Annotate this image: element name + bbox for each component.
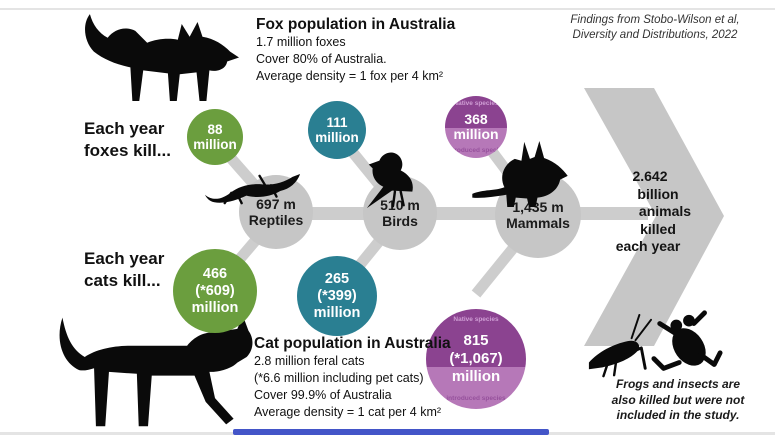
fox-info-line: 1.7 million foxes [256,35,346,49]
cat-info-line: Average density = 1 cat per 4 km² [254,405,442,419]
fox-icon [85,14,240,101]
fox-birds-circle: 111 million [308,101,366,159]
fox-birds-unit: million [315,130,359,145]
total-line: each year [615,238,681,254]
fox-reptiles-value: 88 [207,122,223,137]
bilby-icon [472,140,568,208]
introduced-species-label: introduced species [446,147,506,154]
footnote-line: included in the study. [616,408,740,422]
fox-kill-label: Each year foxes kill... [84,118,171,162]
video-progress-bar[interactable] [233,429,549,435]
cat-mammals-unit: million [451,368,501,385]
mammals-total-value: 1,435 m [512,199,564,215]
total-line: animals [638,203,692,219]
cat-icon [59,315,253,427]
fox-info-line: Average density = 1 fox per 4 km² [256,69,444,83]
native-species-label: Native species [453,316,499,323]
cat-info-line: 2.8 million feral cats [254,354,365,368]
total-arrow-shape [584,88,724,346]
birds-total-name: Birds [382,213,418,229]
grasshopper-icon [588,313,652,378]
cat-info-line: (*6.6 million including pet cats) [254,371,424,385]
cat-info-line: Cover 99.9% of Australia [254,388,392,402]
native-species-label: Native species [453,100,499,107]
mammals-total-name: Mammals [506,215,570,231]
total-line: killed [640,220,676,237]
birds-total-value: 510 m [380,197,420,213]
cat-reptiles-value: 466 [202,265,228,282]
fox-info-line: Cover 80% of Australia. [256,52,387,66]
cat-reptiles-alt: (*609) [195,282,235,299]
cat-kill-label-line2: cats kill... [84,271,161,290]
total-line: billion [637,185,679,202]
fox-mammals-circle: Native species 368 million introduced sp… [445,96,507,158]
fox-mammals-unit: million [453,126,499,142]
fox-kill-label-line1: Each year [84,119,165,138]
fox-birds-value: 111 [326,115,348,130]
footnote-line: also killed but were not [611,392,745,407]
fox-kill-label-line2: foxes kill... [84,141,171,160]
total-line: 2.642 [632,168,668,184]
fox-reptiles-circle: 88 million [187,109,243,165]
fox-reptiles-unit: million [193,137,237,152]
cat-birds-value: 265 [324,270,350,287]
cat-info-block: Cat population in Australia 2.8 million … [254,334,451,421]
citation: Findings from Stobo-Wilson et al, Divers… [540,13,770,43]
introduced-species-label: introduced species [446,395,506,402]
bird-icon [366,152,413,209]
cat-mammals-circle: Native species 815 (*1,067) million intr… [426,309,526,409]
lizard-icon [204,174,301,205]
cat-reptiles-circle: 466 (*609) million [173,249,257,333]
cat-reptiles-unit: million [191,299,239,316]
cat-mammals-value: 815 [463,332,489,349]
cat-birds-alt: (*399) [317,287,357,304]
cat-mammals-alt: (*1,067) [449,350,503,367]
fox-mammals-value: 368 [464,111,488,127]
reptiles-total-name: Reptiles [248,212,304,228]
cat-birds-unit: million [313,304,361,321]
reptiles-total-value: 697 m [256,196,296,212]
citation-line: Diversity and Distributions, 2022 [572,29,738,41]
cat-kill-label: Each year cats kill... [84,248,164,292]
top-border-line [0,8,775,10]
frog-icon [651,310,723,371]
citation-line: Findings from Stobo-Wilson et al, [570,14,740,26]
cat-info-title: Cat population in Australia [254,335,451,352]
footnote: Frogs and insects are also killed but we… [588,377,768,424]
total-killed-text: 2.642 billion animals killed each year [602,168,714,256]
cat-birds-circle: 265 (*399) million [297,256,377,336]
cat-kill-label-line1: Each year [84,249,165,268]
fox-info-block: Fox population in Australia 1.7 million … [256,15,455,85]
fox-info-title: Fox population in Australia [256,16,456,33]
footnote-line: Frogs and insects are [615,377,741,391]
